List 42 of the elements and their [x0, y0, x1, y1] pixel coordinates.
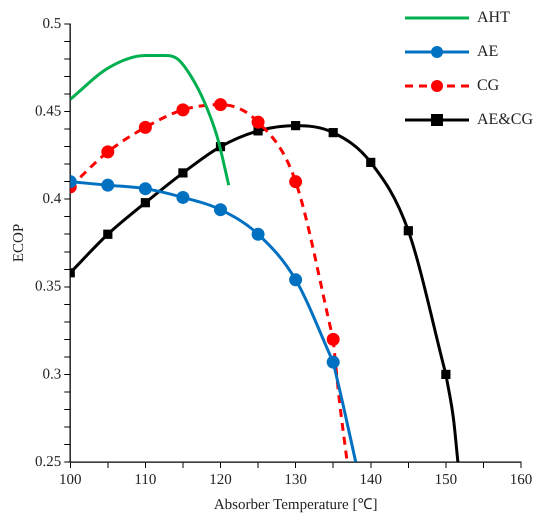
line-series: [70, 54, 230, 187]
x-tick-label: 150: [434, 472, 458, 488]
y-tick-label: 0.3: [42, 366, 62, 382]
x-tick-label: 130: [284, 472, 307, 488]
point: [326, 332, 340, 346]
legend-label: CG: [477, 77, 500, 94]
point: [214, 203, 227, 216]
point: [101, 145, 114, 158]
point: [328, 128, 338, 138]
point: [441, 370, 450, 379]
point: [178, 168, 188, 178]
point: [289, 175, 302, 188]
y-tick-label: 0.45: [35, 104, 62, 120]
x-tick-label: 160: [510, 472, 532, 488]
point: [176, 103, 190, 116]
point: [176, 190, 190, 204]
y-tick-label: 0.35: [35, 278, 62, 295]
y-tick-label: 0.25: [35, 454, 62, 470]
y-tick-label: 0.5: [42, 16, 62, 32]
y-tick-label: 0.4: [42, 191, 62, 208]
point: [404, 226, 413, 236]
legend-label: AE: [477, 43, 498, 60]
point: [140, 198, 150, 208]
point: [138, 120, 152, 134]
x-tick-label: 120: [209, 472, 232, 488]
point: [103, 230, 112, 239]
point: [289, 273, 302, 286]
point: [326, 356, 340, 369]
legend-label: AE&CG: [477, 111, 534, 128]
x-axis-title: Absorber Temperature [℃]: [214, 496, 378, 513]
x-tick-label: 100: [59, 472, 82, 488]
x-tick-label: 110: [134, 472, 156, 488]
point: [291, 121, 300, 130]
y-axis-title: ECOP: [10, 224, 27, 262]
x-tick-label: 140: [360, 472, 382, 488]
point: [252, 228, 265, 241]
point: [366, 158, 376, 168]
point: [214, 98, 227, 112]
point: [252, 116, 265, 129]
legend-label: AHT: [477, 9, 510, 26]
point: [101, 178, 114, 192]
point: [138, 182, 152, 196]
